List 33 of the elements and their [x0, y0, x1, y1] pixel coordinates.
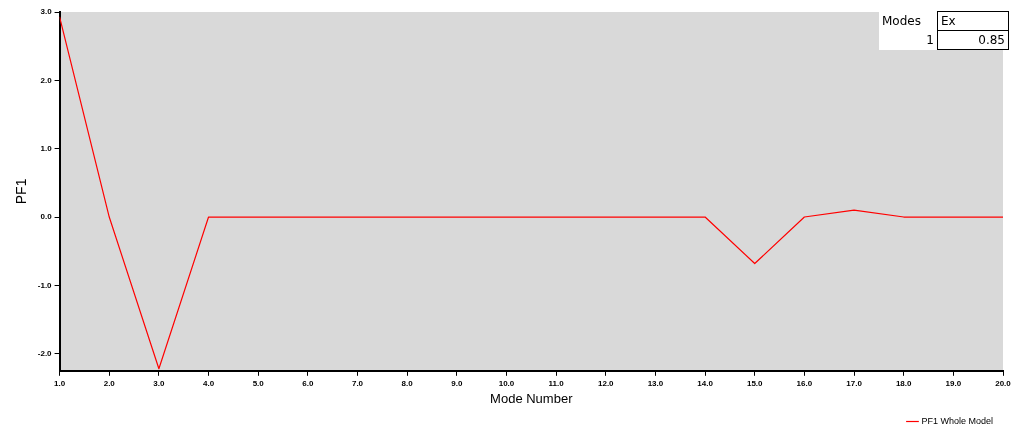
x-tick-label: 11.0	[548, 378, 565, 388]
x-tick-label: 14.0	[697, 378, 714, 388]
y-tick-label: -1.0	[37, 280, 53, 290]
x-tick-label: 19.0	[945, 378, 962, 388]
x-tick-label: 5.0	[252, 378, 265, 388]
x-tick-label: 6.0	[302, 378, 314, 388]
x-tick-label: 12.0	[597, 378, 615, 388]
annotation: 0.85	[937, 30, 1009, 50]
x-tick-label: 17.0	[846, 378, 863, 388]
x-tick-label: 7.0	[351, 378, 364, 388]
x-tick-label: 2.0	[103, 378, 116, 388]
x-tick-label: 18.0	[895, 378, 913, 388]
x-tick-label: 4.0	[202, 378, 215, 388]
y-tick-label: -2.0	[37, 348, 53, 358]
y-tick-label: 2.0	[40, 75, 53, 85]
x-tick-label: 20.0	[995, 378, 1012, 388]
x-tick-label: 13.0	[647, 378, 664, 388]
annotation: 1	[925, 32, 935, 49]
x-axis-title: Mode Number	[490, 390, 574, 406]
legend-label: PF1 Whole Model	[921, 415, 993, 426]
y-tick-label: 1.0	[40, 143, 53, 153]
x-tick-label: 16.0	[796, 378, 813, 388]
x-tick-label: 9.0	[451, 378, 463, 388]
y-axis-title: PF1	[13, 178, 30, 205]
x-tick-label: 15.0	[746, 378, 764, 388]
y-tick-label: 3.0	[40, 7, 53, 17]
annotation: Modes	[881, 13, 922, 30]
x-tick-label: 10.0	[498, 378, 515, 388]
x-tick-label: 3.0	[153, 378, 165, 388]
y-tick-label: 0.0	[40, 212, 53, 222]
x-tick-label: 1.0	[54, 378, 66, 388]
annotation: Ex	[937, 11, 1009, 31]
x-tick-label: 8.0	[401, 378, 414, 388]
